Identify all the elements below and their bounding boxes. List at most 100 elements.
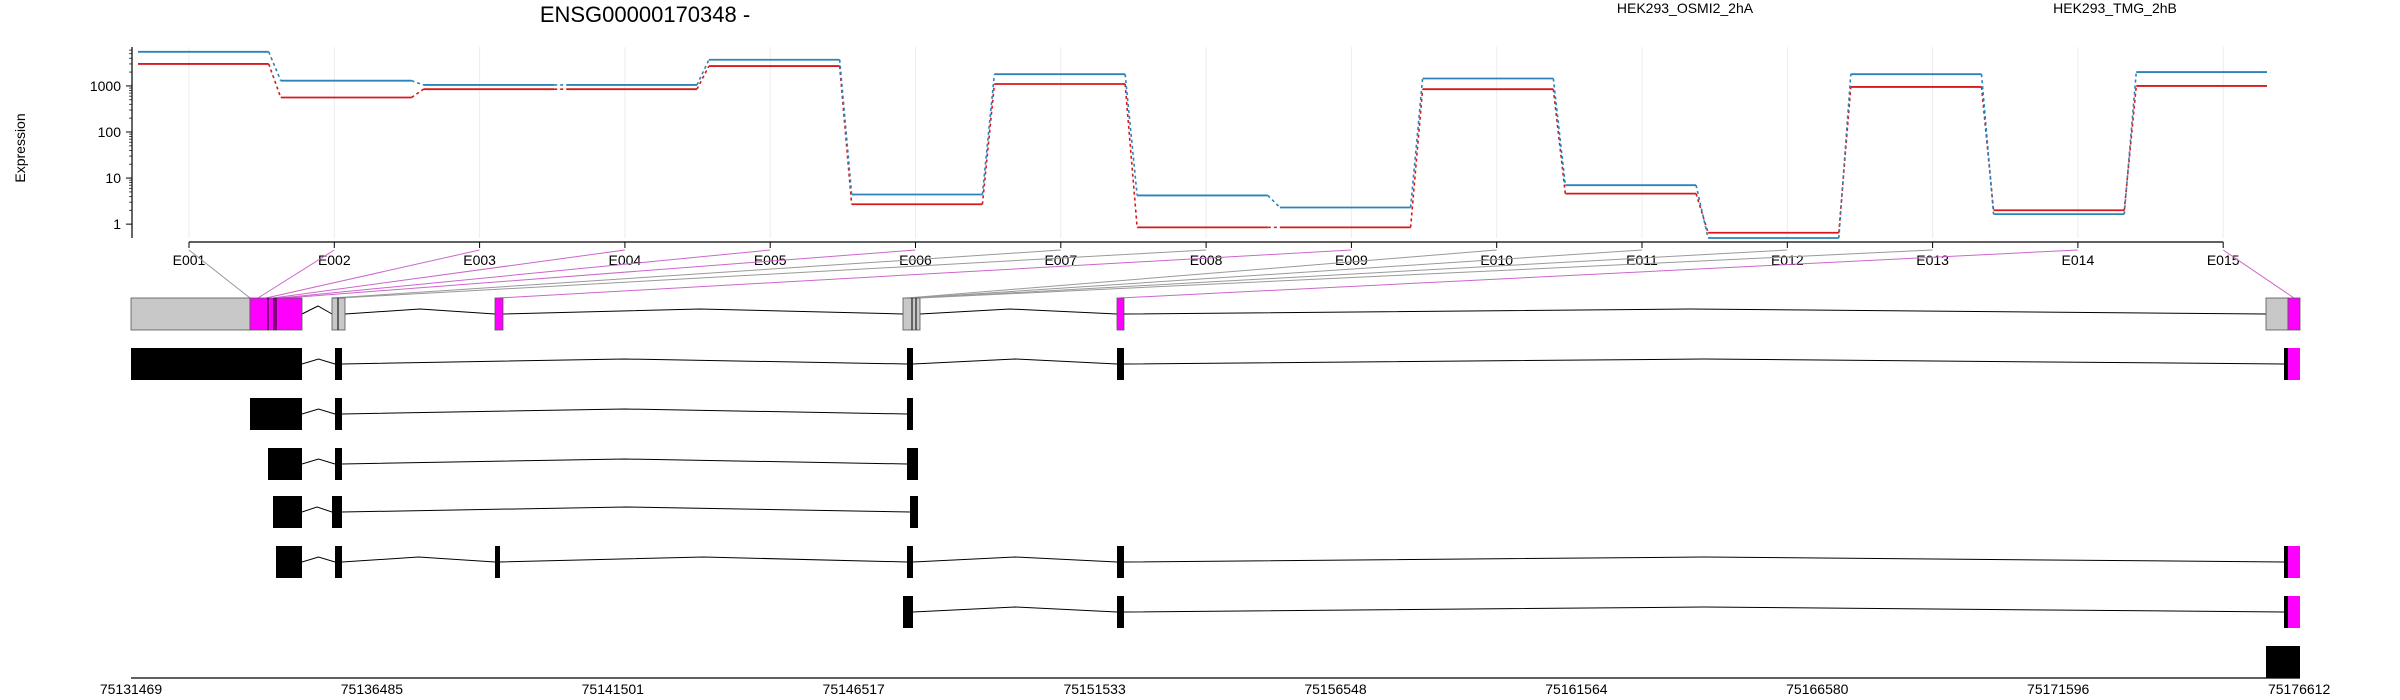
transcript-intron bbox=[1123, 358, 2285, 365]
series-2-connector bbox=[1980, 74, 1995, 215]
series-2-connector bbox=[1838, 74, 1852, 239]
x-tick-label: E007 bbox=[1044, 252, 1077, 268]
exon-block bbox=[130, 297, 251, 331]
series-2-connector bbox=[1124, 74, 1138, 196]
x-tick-label: E014 bbox=[2062, 252, 2095, 268]
x-tick-label: E008 bbox=[1190, 252, 1223, 268]
series-2-connector bbox=[267, 51, 282, 81]
genomic-coordinate-label: 75146517 bbox=[823, 681, 886, 697]
transcript-exon bbox=[907, 546, 913, 578]
x-tick-label: E015 bbox=[2207, 252, 2240, 268]
transcript-intron bbox=[301, 358, 336, 365]
transcript-exon-edge bbox=[2284, 596, 2288, 628]
transcript-exon bbox=[903, 596, 913, 628]
transcript-exon-edge bbox=[2284, 348, 2288, 380]
intron-line bbox=[502, 308, 904, 315]
transcript-intron bbox=[341, 506, 911, 513]
x-tick-label: E003 bbox=[463, 252, 496, 268]
exon-link-line bbox=[285, 249, 916, 299]
transcript-intron bbox=[341, 458, 908, 465]
x-tick-label: E005 bbox=[754, 252, 787, 268]
exon-block bbox=[2287, 297, 2301, 331]
series-1-connector bbox=[838, 65, 853, 205]
series-2-connector bbox=[2123, 71, 2138, 215]
x-tick-label: E002 bbox=[318, 252, 351, 268]
transcript-exon bbox=[335, 398, 342, 430]
transcript-intron bbox=[341, 358, 908, 365]
series-1-connector bbox=[411, 88, 424, 99]
genomic-coordinate-label: 75171596 bbox=[2027, 681, 2090, 697]
y-axis-label: Expression bbox=[12, 113, 28, 182]
intron-line bbox=[344, 308, 496, 315]
chart-title: ENSG00000170348 - bbox=[540, 2, 750, 27]
exon-link-line bbox=[331, 249, 1061, 299]
y-tick-label: 1000 bbox=[90, 78, 121, 94]
series-lines bbox=[138, 50, 2267, 239]
genomic-coordinate-label: 75176612 bbox=[2268, 681, 2331, 697]
exon-link-line bbox=[279, 249, 771, 299]
genomic-coordinate-label: 75151533 bbox=[1063, 681, 1126, 697]
genomic-coordinate-axis: 75131469 75136485 75141501 75146517 75151533… bbox=[100, 677, 2331, 697]
series-2-connector bbox=[696, 59, 710, 86]
transcript-exon bbox=[268, 448, 302, 480]
x-axis: E001E002E003E004E005E006E007E008E009E010… bbox=[173, 241, 2240, 268]
transcript-exon-edge bbox=[2284, 546, 2288, 578]
series-1-connector bbox=[981, 83, 996, 205]
exon-block bbox=[494, 297, 504, 331]
genomic-coordinate-label: 75136485 bbox=[341, 681, 404, 697]
gridlines bbox=[188, 47, 2224, 238]
series-2-connector bbox=[981, 74, 996, 195]
transcript-intron bbox=[301, 458, 336, 465]
transcript-exon bbox=[1117, 546, 1124, 578]
transcript-intron bbox=[301, 408, 336, 415]
exon-link-lines bbox=[188, 249, 2295, 299]
series-2-connector bbox=[411, 79, 424, 86]
transcript-intron bbox=[341, 556, 496, 563]
series-1-connector bbox=[1409, 89, 1424, 228]
exon-link-line bbox=[265, 249, 480, 299]
transcript-exon bbox=[1117, 348, 1124, 380]
x-tick-label: E004 bbox=[609, 252, 642, 268]
intron-line bbox=[919, 308, 1118, 315]
series-2-connector bbox=[1409, 78, 1424, 208]
genomic-coordinate-label: 75141501 bbox=[582, 681, 645, 697]
exon-link-line bbox=[188, 249, 251, 299]
exon-block bbox=[2265, 297, 2289, 331]
transcript-exon bbox=[273, 496, 302, 528]
x-tick-label: E009 bbox=[1335, 252, 1368, 268]
transcript-exon bbox=[276, 546, 302, 578]
exon-link-line bbox=[498, 249, 1352, 299]
legend-series-a: HEK293_OSMI2_2hA bbox=[1617, 0, 1754, 16]
transcript-intron bbox=[301, 506, 333, 513]
transcript-intron bbox=[301, 556, 336, 563]
x-tick-label: E013 bbox=[1916, 252, 1949, 268]
transcript-exon bbox=[332, 496, 342, 528]
y-axis: 1 10 100 1000 bbox=[90, 47, 133, 238]
genomic-coordinate-label: 75166580 bbox=[1786, 681, 1849, 697]
exon-link-line bbox=[339, 249, 1207, 299]
transcript-exon bbox=[250, 398, 302, 430]
x-tick-label: E011 bbox=[1626, 252, 1658, 268]
genomic-coordinate-label: 75156548 bbox=[1304, 681, 1367, 697]
transcript-exon bbox=[131, 348, 302, 380]
gene-model bbox=[130, 297, 2301, 678]
intron-line bbox=[301, 305, 333, 315]
transcript-exon bbox=[495, 546, 500, 578]
transcript-intron bbox=[912, 606, 1118, 613]
transcript-intron bbox=[912, 358, 1118, 365]
transcript-exon bbox=[335, 546, 342, 578]
exon-link-line bbox=[1119, 249, 2078, 299]
transcript-exon bbox=[335, 348, 342, 380]
transcript-intron bbox=[912, 556, 1118, 563]
series-2-connector bbox=[838, 59, 853, 195]
exon-link-line bbox=[911, 249, 1643, 299]
series-2-connector bbox=[1267, 194, 1281, 209]
y-tick-label: 1 bbox=[113, 216, 121, 232]
transcript-exon bbox=[1117, 596, 1124, 628]
x-tick-label: E001 bbox=[173, 252, 206, 268]
series-1-connector bbox=[1695, 193, 1709, 233]
series-1-connector bbox=[267, 63, 282, 98]
transcript-intron bbox=[341, 408, 908, 415]
intron-line bbox=[1123, 308, 2267, 315]
